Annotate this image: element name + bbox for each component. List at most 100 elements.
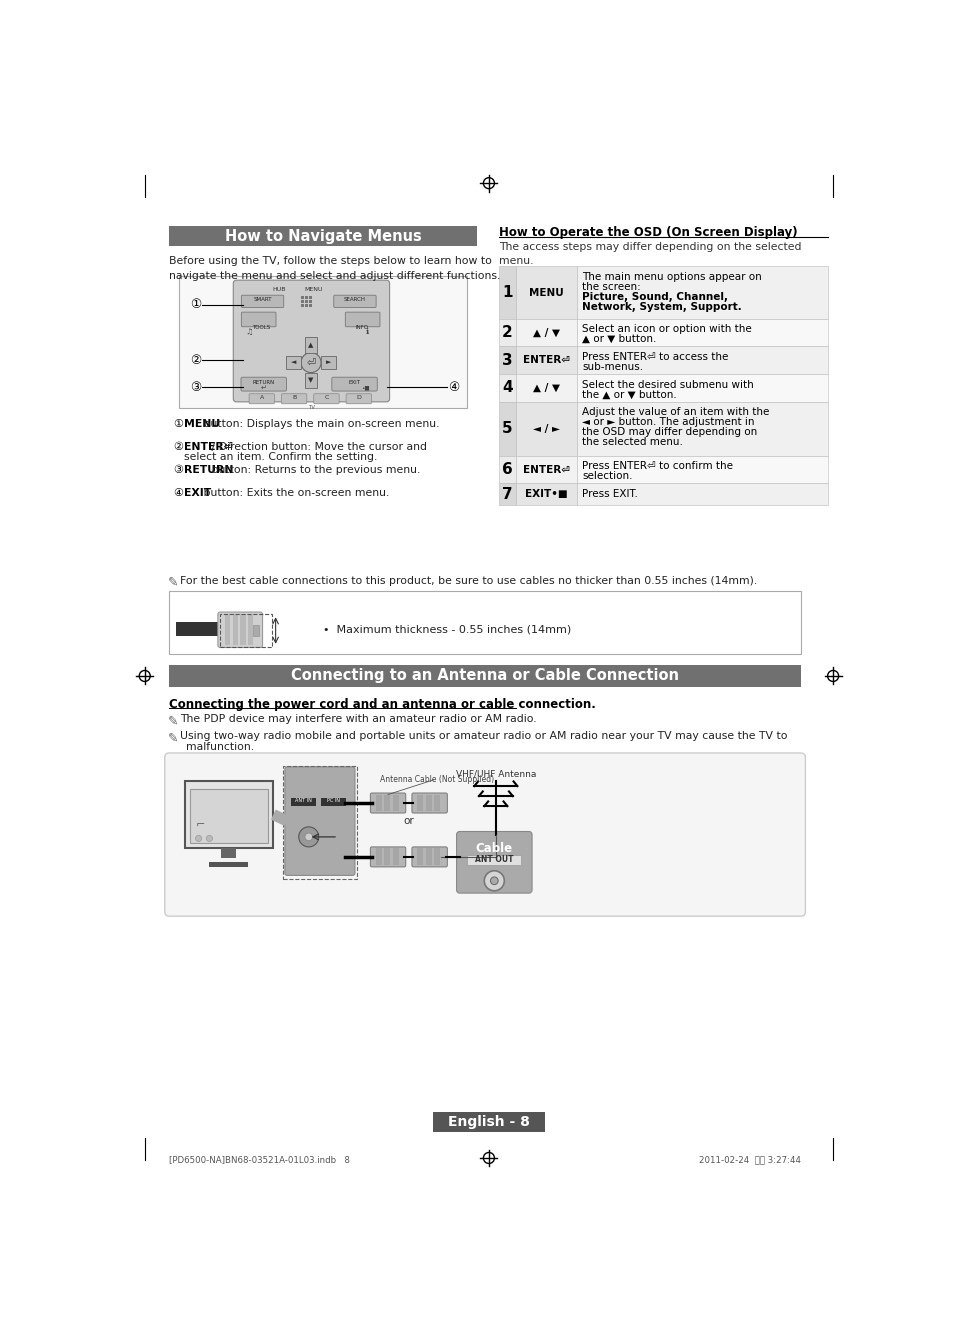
Text: MENU: MENU [304, 287, 322, 292]
Bar [309, 296, 312, 300]
Text: sub-menus.: sub-menus. [581, 362, 642, 371]
Text: button: Displays the main on-screen menu.: button: Displays the main on-screen menu… [200, 419, 439, 429]
Bar [577, 402, 827, 456]
Circle shape [490, 877, 497, 885]
Text: Select an icon or option with the: Select an icon or option with the [581, 324, 751, 334]
Text: Select the desired submenu with: Select the desired submenu with [581, 379, 753, 390]
FancyBboxPatch shape [412, 847, 447, 867]
Bar [220, 614, 272, 647]
Bar [516, 456, 577, 483]
Bar [425, 794, 432, 811]
Text: ◄: ◄ [291, 359, 295, 366]
Bar [416, 848, 423, 865]
Text: VHF/UHF Antenna: VHF/UHF Antenna [456, 769, 536, 778]
Text: ▼: ▼ [308, 378, 314, 383]
Text: ▲ / ▼: ▲ / ▼ [533, 383, 559, 392]
Bar [285, 357, 301, 369]
Circle shape [305, 834, 313, 840]
Text: RETURN: RETURN [252, 380, 274, 386]
Text: For the best cable connections to this product, be sure to use cables no thicker: For the best cable connections to this p… [180, 576, 757, 585]
Bar [498, 483, 516, 505]
Bar [233, 614, 237, 645]
Text: Picture, Sound, Channel,: Picture, Sound, Channel, [581, 292, 727, 301]
Bar [516, 267, 577, 318]
Bar [240, 614, 245, 645]
Text: ✎: ✎ [168, 732, 178, 745]
Text: Press ENTER⏎ to access the: Press ENTER⏎ to access the [581, 351, 728, 362]
Text: PC IN: PC IN [327, 798, 339, 803]
Text: selection.: selection. [581, 472, 632, 481]
Text: Using two-way radio mobile and portable units or amateur radio or AM radio near : Using two-way radio mobile and portable … [180, 732, 787, 741]
FancyBboxPatch shape [345, 312, 379, 326]
Text: button: Exits the on-screen menu.: button: Exits the on-screen menu. [200, 487, 389, 498]
Bar [516, 346, 577, 374]
Text: Press ENTER⏎ to confirm the: Press ENTER⏎ to confirm the [581, 461, 732, 472]
Bar [291, 798, 315, 806]
Text: ◄ / ►: ◄ / ► [533, 424, 559, 433]
Text: ②: ② [173, 443, 183, 452]
Bar [170, 666, 800, 687]
Text: SMART: SMART [253, 297, 272, 303]
Text: the OSD may differ depending on: the OSD may differ depending on [581, 427, 757, 437]
FancyBboxPatch shape [241, 295, 283, 308]
Bar [577, 483, 827, 505]
Bar [498, 402, 516, 456]
Text: The PDP device may interfere with an amateur radio or AM radio.: The PDP device may interfere with an ama… [180, 715, 537, 724]
Circle shape [484, 871, 504, 890]
Text: ②: ② [190, 354, 201, 367]
Text: 7: 7 [501, 486, 512, 502]
Text: How to Navigate Menus: How to Navigate Menus [225, 229, 421, 244]
Text: ANT OUT: ANT OUT [475, 856, 513, 864]
Text: 6: 6 [501, 462, 513, 477]
Bar [190, 789, 268, 843]
Text: RETURN: RETURN [184, 465, 233, 476]
Text: 2011-02-24  오후 3:27:44: 2011-02-24 오후 3:27:44 [698, 1155, 800, 1164]
Bar [375, 848, 381, 865]
Text: HUB: HUB [272, 287, 285, 292]
FancyBboxPatch shape [217, 612, 262, 647]
Text: A: A [259, 395, 264, 400]
Bar [516, 318, 577, 346]
Bar [467, 855, 520, 865]
Bar [433, 1112, 544, 1132]
Bar [434, 794, 440, 811]
Text: ⏎: ⏎ [306, 358, 315, 367]
Text: EXIT: EXIT [348, 380, 360, 386]
Text: ▲ / ▼: ▲ / ▼ [533, 328, 559, 338]
Bar [498, 456, 516, 483]
Text: 2: 2 [501, 325, 513, 339]
Text: ▲ or ▼ button.: ▲ or ▼ button. [581, 334, 656, 343]
Bar [305, 304, 308, 306]
Text: / Direction button: Move the cursor and: / Direction button: Move the cursor and [208, 443, 427, 452]
Bar [321, 357, 336, 369]
Bar [309, 300, 312, 304]
Bar [210, 861, 248, 867]
Bar [248, 614, 253, 645]
Circle shape [206, 835, 213, 841]
Bar [516, 483, 577, 505]
Bar [577, 456, 827, 483]
Text: ↵: ↵ [260, 384, 266, 391]
Text: ✎: ✎ [168, 715, 178, 728]
Bar [434, 848, 440, 865]
Bar [425, 848, 432, 865]
Text: TOOLS: TOOLS [252, 325, 270, 330]
Text: ENTER⏎: ENTER⏎ [522, 465, 570, 474]
Bar [305, 373, 317, 388]
Text: ✎: ✎ [168, 576, 178, 589]
Bar [282, 766, 356, 880]
Text: select an item. Confirm the setting.: select an item. Confirm the setting. [184, 452, 377, 462]
Bar [577, 346, 827, 374]
FancyBboxPatch shape [241, 312, 275, 326]
Text: ◄ or ► button. The adjustment in: ◄ or ► button. The adjustment in [581, 417, 754, 427]
Text: SEARCH: SEARCH [344, 297, 366, 303]
Bar [498, 267, 516, 318]
FancyBboxPatch shape [346, 394, 371, 404]
Bar [178, 276, 467, 408]
Text: Network, System, Support.: Network, System, Support. [581, 301, 741, 312]
Bar [375, 794, 381, 811]
Text: ①: ① [173, 419, 183, 429]
Text: Cable: Cable [476, 841, 513, 855]
Text: ANT IN: ANT IN [294, 798, 312, 803]
Bar [577, 267, 827, 318]
